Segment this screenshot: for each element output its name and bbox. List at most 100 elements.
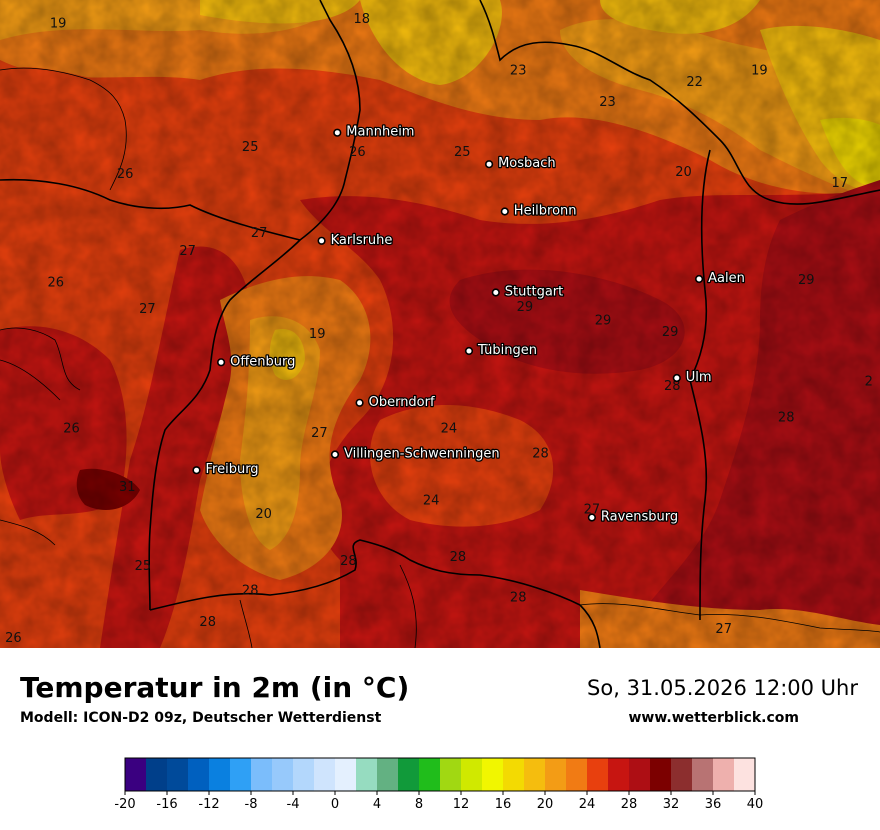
- legend-swatch: [713, 758, 735, 791]
- temperature-value: 28: [340, 554, 357, 569]
- legend-tick-label: 32: [663, 797, 680, 812]
- legend-swatch: [482, 758, 504, 791]
- legend-swatch: [398, 758, 420, 791]
- legend-tick-label: 12: [453, 797, 470, 812]
- temperature-value: 23: [510, 64, 527, 79]
- temperature-value: 28: [510, 590, 527, 605]
- legend-swatch: [146, 758, 168, 791]
- legend-swatch: [230, 758, 252, 791]
- legend-swatch: [377, 758, 399, 791]
- temperature-value: 29: [595, 314, 612, 329]
- city-dot: [333, 128, 342, 137]
- city-dot: [491, 288, 500, 297]
- temperature-value: 27: [311, 426, 328, 441]
- city-marker: Karlsruhe: [317, 232, 394, 249]
- city-label: Mannheim: [346, 125, 414, 140]
- legend-tick-label: 36: [705, 797, 722, 812]
- legend-swatch: [734, 758, 756, 791]
- city-marker: Tübingen: [464, 342, 538, 359]
- temperature-value: 27: [179, 244, 196, 259]
- legend-swatch: [692, 758, 714, 791]
- city-label: Mosbach: [498, 156, 556, 171]
- city-label: Stuttgart: [505, 285, 563, 300]
- temperature-value: 31: [119, 480, 136, 495]
- legend-swatch: [167, 758, 189, 791]
- city-marker: Stuttgart: [491, 283, 565, 301]
- temperature-value: 20: [255, 507, 272, 522]
- legend-tick-label: 4: [373, 797, 381, 812]
- temperature-value: 28: [242, 584, 259, 599]
- legend-swatch: [125, 758, 147, 791]
- temperature-value: 28: [532, 446, 549, 461]
- city-label: Freiburg: [206, 462, 259, 477]
- city-marker: Freiburg: [192, 461, 260, 479]
- legend-swatch: [251, 758, 273, 791]
- city-label: Villingen-Schwenningen: [344, 447, 500, 462]
- temperature-value: 25: [135, 559, 152, 574]
- city-marker: Mannheim: [333, 123, 416, 141]
- legend-tick-label: 20: [537, 797, 554, 812]
- legend-tick-label: -16: [156, 797, 177, 812]
- city-label: Heilbronn: [514, 204, 577, 219]
- legend-tick-label: 8: [415, 797, 423, 812]
- legend-tick-label: -20: [114, 797, 135, 812]
- city-dot: [672, 373, 681, 383]
- temperature-value: 19: [751, 64, 768, 79]
- city-marker: Heilbronn: [500, 202, 578, 220]
- legend-tick-label: 16: [495, 797, 512, 812]
- temperature-value: 26: [63, 422, 80, 437]
- temperature-value: 25: [454, 145, 471, 160]
- city-dot: [587, 513, 597, 522]
- temperature-value: 23: [599, 95, 616, 110]
- temperature-value: 28: [778, 410, 795, 425]
- legend-swatch: [650, 758, 672, 791]
- legend-tick-label: 40: [747, 797, 764, 812]
- legend-tick-label: 28: [621, 797, 638, 812]
- temperature-value: 26: [117, 167, 134, 182]
- city-dot: [317, 236, 326, 245]
- legend-tick-label: -8: [245, 797, 258, 812]
- city-dot: [694, 274, 704, 284]
- temperature-value: 19: [309, 327, 326, 342]
- legend-swatch: [545, 758, 567, 791]
- city-label: Ulm: [686, 370, 712, 385]
- city-dot: [464, 346, 474, 356]
- legend-tick-label: -12: [198, 797, 219, 812]
- temperature-value: 2: [865, 374, 873, 389]
- city-label: Tübingen: [477, 343, 537, 358]
- legend-swatch: [608, 758, 630, 791]
- temperature-value: 17: [832, 176, 849, 191]
- temperature-value: 27: [251, 226, 268, 241]
- temperature-value: 27: [715, 622, 732, 637]
- legend-swatch: [272, 758, 294, 791]
- city-label: Offenburg: [230, 354, 295, 369]
- temperature-value: 22: [686, 75, 703, 90]
- map-title: Temperatur in 2m (in °C): [20, 671, 410, 704]
- city-dot: [217, 358, 226, 367]
- temperature-field: [0, 0, 880, 648]
- city-marker: Offenburg: [217, 353, 297, 371]
- forecast-datetime: So, 31.05.2026 12:00 Uhr: [587, 676, 858, 700]
- legend-swatch: [293, 758, 315, 791]
- legend-tick-labels: -20 -16 -12 -8 -4 0 4 8 12 16 20 24 28 32 36 40: [114, 791, 763, 812]
- temperature-value: 19: [50, 17, 67, 32]
- color-legend: -20 -16 -12 -8 -4 0 4 8 12 16 20 24 28 32 36 40: [114, 757, 763, 812]
- legend-swatch: [356, 758, 378, 791]
- temperature-value: 29: [517, 300, 534, 315]
- city-marker: Aalen: [694, 270, 746, 287]
- city-dot: [330, 450, 340, 459]
- legend-swatch: [314, 758, 336, 791]
- temperature-value: 26: [48, 275, 65, 290]
- city-dot: [355, 398, 364, 407]
- legend-swatch: [671, 758, 693, 791]
- legend-swatch: [209, 758, 231, 791]
- city-label: Karlsruhe: [331, 233, 393, 248]
- city-marker: Ulm: [672, 369, 713, 386]
- temperature-value: 27: [584, 503, 601, 518]
- legend-swatch: [629, 758, 651, 791]
- temperature-value: 24: [423, 494, 440, 509]
- city-dot: [500, 207, 509, 216]
- website-link[interactable]: www.wetterblick.com: [628, 710, 800, 726]
- city-dot: [192, 466, 201, 475]
- temperature-labels: 19 18 23 22 19 23 17 25 26 25 20 26 27 27 7 26 29 27 29 29 2…: [5, 12, 873, 646]
